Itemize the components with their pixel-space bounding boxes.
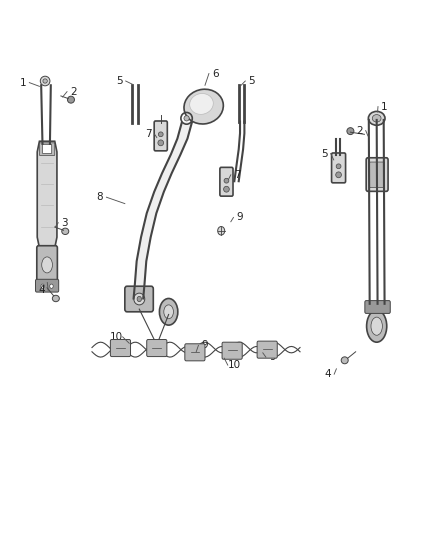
Text: 5: 5: [321, 149, 328, 158]
Ellipse shape: [184, 89, 223, 124]
Ellipse shape: [43, 79, 47, 83]
Text: 1: 1: [381, 102, 388, 111]
FancyBboxPatch shape: [332, 153, 346, 183]
Ellipse shape: [223, 187, 230, 192]
Ellipse shape: [336, 164, 341, 168]
Text: 7: 7: [234, 170, 241, 180]
Text: 7: 7: [145, 130, 152, 139]
Ellipse shape: [371, 317, 382, 335]
Ellipse shape: [190, 93, 213, 115]
Ellipse shape: [336, 172, 342, 178]
Ellipse shape: [341, 357, 348, 364]
Ellipse shape: [224, 178, 229, 183]
FancyBboxPatch shape: [366, 158, 388, 191]
Ellipse shape: [164, 305, 173, 319]
Ellipse shape: [218, 227, 225, 235]
Text: 5: 5: [248, 76, 255, 86]
FancyBboxPatch shape: [42, 144, 52, 154]
Ellipse shape: [347, 128, 354, 134]
Text: 4: 4: [38, 286, 45, 295]
Ellipse shape: [184, 116, 189, 121]
Ellipse shape: [42, 257, 53, 273]
FancyBboxPatch shape: [185, 344, 205, 361]
Polygon shape: [134, 123, 192, 298]
Text: 2: 2: [356, 126, 363, 135]
Text: 10: 10: [110, 332, 123, 342]
Ellipse shape: [40, 76, 50, 86]
FancyBboxPatch shape: [370, 162, 385, 188]
Polygon shape: [37, 141, 57, 248]
Ellipse shape: [159, 298, 178, 325]
FancyBboxPatch shape: [125, 286, 153, 312]
FancyBboxPatch shape: [37, 246, 57, 285]
Text: 2: 2: [70, 87, 77, 96]
Text: 4: 4: [324, 369, 331, 379]
Ellipse shape: [158, 140, 164, 146]
FancyBboxPatch shape: [147, 340, 167, 357]
Text: 3: 3: [61, 218, 68, 228]
Ellipse shape: [372, 115, 381, 122]
Text: 5: 5: [116, 76, 123, 86]
Ellipse shape: [53, 295, 59, 302]
FancyBboxPatch shape: [365, 301, 390, 313]
Text: 9: 9: [201, 341, 208, 350]
Text: 9: 9: [237, 213, 244, 222]
FancyBboxPatch shape: [222, 342, 242, 359]
Text: 8: 8: [96, 192, 103, 202]
FancyBboxPatch shape: [39, 143, 55, 156]
Ellipse shape: [368, 111, 385, 125]
Text: 1: 1: [19, 78, 26, 87]
FancyBboxPatch shape: [257, 341, 277, 358]
Ellipse shape: [49, 284, 53, 288]
Ellipse shape: [67, 96, 74, 103]
Ellipse shape: [367, 310, 387, 342]
FancyBboxPatch shape: [154, 121, 167, 151]
Text: 9: 9: [269, 352, 276, 362]
Text: 10: 10: [228, 360, 241, 370]
FancyBboxPatch shape: [110, 340, 131, 357]
FancyBboxPatch shape: [35, 279, 59, 292]
Ellipse shape: [134, 293, 145, 305]
Ellipse shape: [62, 228, 69, 235]
Ellipse shape: [137, 296, 141, 302]
Ellipse shape: [159, 132, 163, 137]
Text: 6: 6: [212, 69, 219, 78]
Ellipse shape: [41, 284, 45, 288]
FancyBboxPatch shape: [220, 167, 233, 196]
